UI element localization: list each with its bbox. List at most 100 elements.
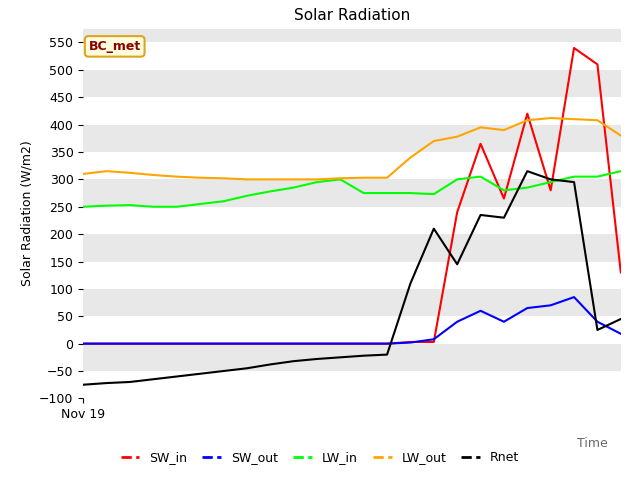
LW_out [524, 118, 531, 123]
SW_in [196, 341, 204, 347]
LW_out [547, 115, 554, 121]
Bar [83, 70, 621, 97]
Rnet [220, 368, 227, 374]
LW_out [593, 118, 601, 123]
SW_in [313, 341, 321, 347]
Rnet [360, 353, 367, 359]
Rnet [477, 212, 484, 218]
LW_out [220, 175, 227, 181]
Rnet [500, 215, 508, 221]
SW_out [570, 294, 578, 300]
LW_out [617, 132, 625, 138]
Rnet [337, 354, 344, 360]
Bar [83, 234, 621, 262]
SW_in [360, 341, 367, 347]
LW_in [313, 179, 321, 185]
LW_in [524, 185, 531, 191]
LW_in [79, 204, 87, 210]
LW_in [593, 174, 601, 180]
Bar [83, 125, 621, 152]
Rnet [593, 327, 601, 333]
SW_out [79, 341, 87, 347]
SW_out [266, 341, 274, 347]
Bar [83, 344, 621, 371]
LW_out [570, 116, 578, 122]
Bar [83, 289, 621, 316]
Rnet [313, 356, 321, 362]
SW_out [383, 341, 391, 347]
Legend: SW_in, SW_out, LW_in, LW_out, Rnet: SW_in, SW_out, LW_in, LW_out, Rnet [116, 446, 524, 469]
SW_in [220, 341, 227, 347]
Rnet [453, 262, 461, 267]
Rnet [430, 226, 438, 231]
SW_out [103, 341, 111, 347]
LW_in [196, 201, 204, 207]
LW_out [243, 177, 251, 182]
LW_out [500, 127, 508, 133]
LW_in [290, 185, 298, 191]
LW_in [337, 177, 344, 182]
LW_in [547, 179, 554, 185]
SW_in [524, 111, 531, 117]
LW_in [150, 204, 157, 210]
SW_in [617, 270, 625, 276]
LW_in [220, 198, 227, 204]
LW_in [103, 203, 111, 208]
LW_out [266, 177, 274, 182]
Bar [83, 43, 621, 70]
SW_in [103, 341, 111, 347]
Rnet [243, 365, 251, 371]
LW_out [290, 177, 298, 182]
SW_out [150, 341, 157, 347]
SW_in [430, 339, 438, 345]
LW_in [383, 190, 391, 196]
SW_out [430, 336, 438, 342]
SW_out [593, 319, 601, 324]
SW_out [126, 341, 134, 347]
Bar [83, 316, 621, 344]
SW_out [220, 341, 227, 347]
LW_out [477, 124, 484, 130]
Line: Rnet: Rnet [83, 171, 621, 384]
Rnet [150, 376, 157, 382]
LW_out [79, 171, 87, 177]
Rnet [126, 379, 134, 385]
SW_in [150, 341, 157, 347]
SW_in [173, 341, 180, 347]
LW_out [430, 138, 438, 144]
LW_out [360, 175, 367, 180]
SW_in [79, 341, 87, 347]
LW_in [500, 188, 508, 193]
Line: SW_in: SW_in [83, 48, 621, 344]
LW_out [196, 175, 204, 180]
LW_in [126, 202, 134, 208]
SW_in [243, 341, 251, 347]
SW_in [453, 209, 461, 215]
SW_in [547, 188, 554, 193]
SW_out [453, 319, 461, 324]
Rnet [173, 373, 180, 379]
SW_out [243, 341, 251, 347]
SW_out [313, 341, 321, 347]
Title: Solar Radiation: Solar Radiation [294, 9, 410, 24]
Rnet [524, 168, 531, 174]
SW_out [524, 305, 531, 311]
SW_out [360, 341, 367, 347]
LW_in [266, 189, 274, 194]
SW_in [477, 141, 484, 147]
Bar [83, 180, 621, 207]
SW_in [593, 61, 601, 67]
Rnet [196, 371, 204, 377]
Rnet [266, 361, 274, 367]
LW_in [430, 192, 438, 197]
LW_out [126, 170, 134, 176]
SW_in [500, 196, 508, 202]
LW_in [360, 190, 367, 196]
SW_out [500, 319, 508, 324]
LW_out [313, 177, 321, 182]
Line: LW_out: LW_out [83, 118, 621, 180]
LW_in [617, 168, 625, 174]
Line: SW_out: SW_out [83, 297, 621, 344]
Bar [83, 371, 621, 398]
SW_out [337, 341, 344, 347]
